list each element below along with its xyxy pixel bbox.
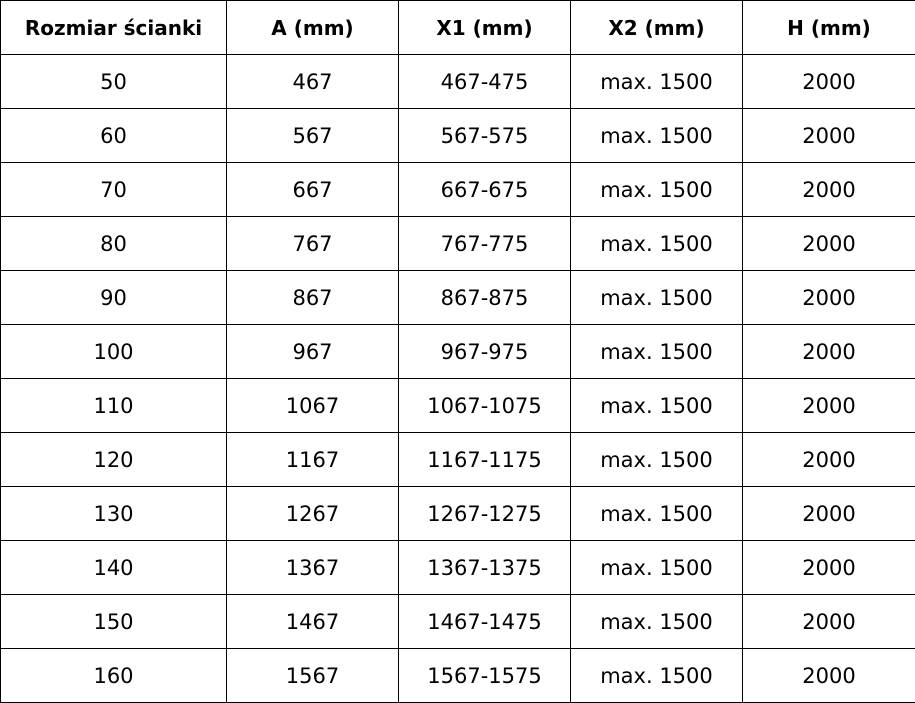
- table-cell: max. 1500: [570, 378, 743, 433]
- column-header: A (mm): [226, 0, 399, 55]
- table-cell: max. 1500: [570, 270, 743, 325]
- table-row: 90 867 867-875 max. 1500 2000: [0, 270, 915, 325]
- table-cell: 867-875: [398, 270, 571, 325]
- table-row: 160 1567 1567-1575 max. 1500 2000: [0, 648, 915, 703]
- table-cell: 2000: [742, 648, 915, 703]
- table-cell: 767-775: [398, 216, 571, 271]
- table-cell: 1567: [226, 648, 399, 703]
- table-cell: 1267-1275: [398, 486, 571, 541]
- table-cell: max. 1500: [570, 648, 743, 703]
- table-row: 130 1267 1267-1275 max. 1500 2000: [0, 486, 915, 541]
- table-cell: 1567-1575: [398, 648, 571, 703]
- table-row: 120 1167 1167-1175 max. 1500 2000: [0, 432, 915, 487]
- table-cell: 1367: [226, 540, 399, 595]
- table-row: 60 567 567-575 max. 1500 2000: [0, 108, 915, 163]
- table-cell: 2000: [742, 540, 915, 595]
- table-cell: 2000: [742, 594, 915, 649]
- table-cell: 60: [0, 108, 227, 163]
- table-row: 100 967 967-975 max. 1500 2000: [0, 324, 915, 379]
- table-cell: max. 1500: [570, 540, 743, 595]
- table-cell: 160: [0, 648, 227, 703]
- table-cell: 967: [226, 324, 399, 379]
- table-cell: 2000: [742, 270, 915, 325]
- table-cell: max. 1500: [570, 432, 743, 487]
- table-cell: 2000: [742, 378, 915, 433]
- table-cell: 667: [226, 162, 399, 217]
- table-cell: 967-975: [398, 324, 571, 379]
- table-cell: 467-475: [398, 54, 571, 109]
- table-cell: 140: [0, 540, 227, 595]
- table-cell: 130: [0, 486, 227, 541]
- column-header: H (mm): [742, 0, 915, 55]
- table-row: 50 467 467-475 max. 1500 2000: [0, 54, 915, 109]
- table-row: 150 1467 1467-1475 max. 1500 2000: [0, 594, 915, 649]
- table-cell: 567: [226, 108, 399, 163]
- table-cell: 150: [0, 594, 227, 649]
- table-cell: 1067: [226, 378, 399, 433]
- table-cell: 1367-1375: [398, 540, 571, 595]
- table-cell: max. 1500: [570, 486, 743, 541]
- table-cell: 50: [0, 54, 227, 109]
- table-cell: 467: [226, 54, 399, 109]
- table-cell: 1167: [226, 432, 399, 487]
- table-cell: 110: [0, 378, 227, 433]
- table-cell: 2000: [742, 432, 915, 487]
- table-cell: max. 1500: [570, 594, 743, 649]
- table-cell: 2000: [742, 162, 915, 217]
- table-cell: 2000: [742, 54, 915, 109]
- table-cell: 767: [226, 216, 399, 271]
- column-header: Rozmiar ścianki: [0, 0, 227, 55]
- table-cell: max. 1500: [570, 324, 743, 379]
- table-cell: max. 1500: [570, 162, 743, 217]
- table-cell: 867: [226, 270, 399, 325]
- table-cell: 1167-1175: [398, 432, 571, 487]
- table-cell: 80: [0, 216, 227, 271]
- table-cell: 2000: [742, 486, 915, 541]
- table-cell: max. 1500: [570, 216, 743, 271]
- header-row: Rozmiar ścianki A (mm) X1 (mm) X2 (mm) H (mm…: [0, 0, 915, 55]
- table-cell: 1467-1475: [398, 594, 571, 649]
- table-cell: max. 1500: [570, 108, 743, 163]
- table-cell: max. 1500: [570, 54, 743, 109]
- table-cell: 90: [0, 270, 227, 325]
- table-cell: 1067-1075: [398, 378, 571, 433]
- table-cell: 2000: [742, 324, 915, 379]
- table-cell: 1267: [226, 486, 399, 541]
- table-cell: 120: [0, 432, 227, 487]
- table-cell: 667-675: [398, 162, 571, 217]
- table-cell: 567-575: [398, 108, 571, 163]
- column-header: X1 (mm): [398, 0, 571, 55]
- table-row: 70 667 667-675 max. 1500 2000: [0, 162, 915, 217]
- table-cell: 100: [0, 324, 227, 379]
- table-cell: 2000: [742, 108, 915, 163]
- table-row: 110 1067 1067-1075 max. 1500 2000: [0, 378, 915, 433]
- column-header: X2 (mm): [570, 0, 743, 55]
- table-cell: 70: [0, 162, 227, 217]
- table-cell: 2000: [742, 216, 915, 271]
- table-row: 140 1367 1367-1375 max. 1500 2000: [0, 540, 915, 595]
- table-row: 80 767 767-775 max. 1500 2000: [0, 216, 915, 271]
- table-cell: 1467: [226, 594, 399, 649]
